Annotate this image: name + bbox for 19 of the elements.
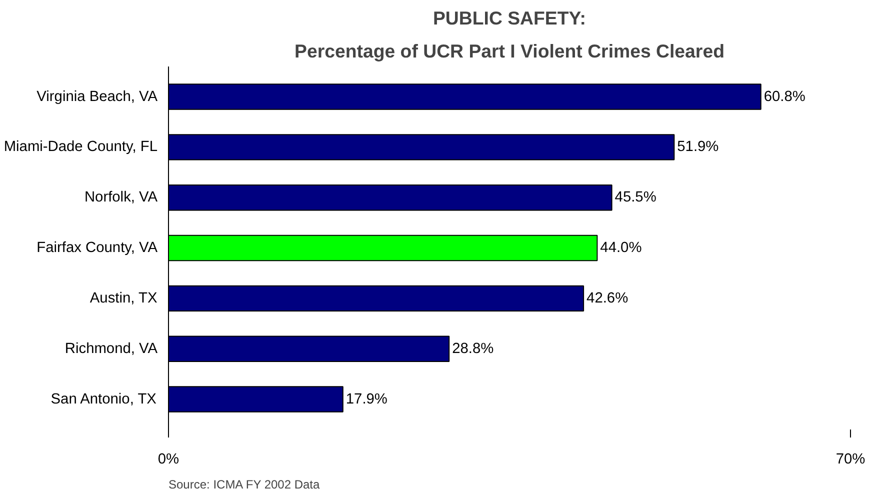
source-note: Source: ICMA FY 2002 Data [168,478,320,492]
y-tick-label: Richmond, VA [64,340,158,357]
data-label: 44.0% [600,240,642,256]
chart-title: PUBLIC SAFETY: [432,8,586,28]
chart-subtitle: Percentage of UCR Part I Violent Crimes Cleared [294,40,724,62]
data-label: 17.9% [346,391,388,408]
x-tick-label: 70% [836,452,866,468]
data-label: 28.8% [452,340,494,357]
y-tick-label: Norfolk, VA [84,190,158,206]
data-label: 51.9% [677,139,719,156]
y-tick-label: San Antonio, TX [50,391,157,408]
y-tick-label: Fairfax County, VA [36,240,158,256]
y-tick-label: Virginia Beach, VA [36,88,158,105]
data-label: 45.5% [614,190,656,206]
y-tick-label: Austin, TX [90,290,158,306]
data-label: 42.6% [586,290,628,306]
y-tick-label: Miami-Dade County, FL [4,139,158,156]
data-label: 60.8% [764,88,806,105]
x-tick-label: 0% [158,452,180,468]
